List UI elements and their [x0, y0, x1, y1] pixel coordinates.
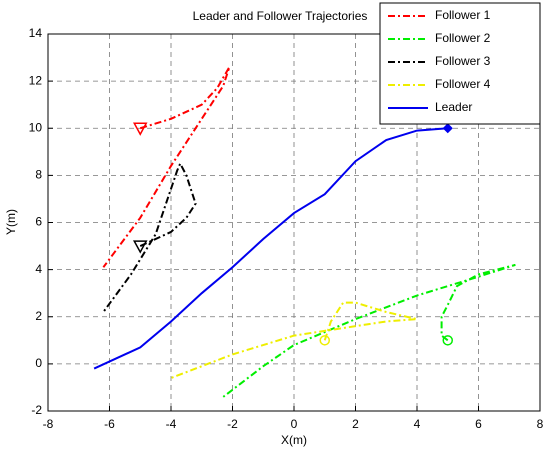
y-tick-label: 12 [29, 73, 43, 87]
series-line [102, 161, 197, 313]
series-line [93, 127, 448, 370]
marker [442, 335, 453, 346]
y-tick-label: 6 [35, 215, 42, 229]
x-tick-label: -2 [227, 417, 238, 431]
x-tick-label: 4 [414, 417, 421, 431]
chart-title: Leader and Follower Trajectories [193, 9, 368, 23]
legend-label: Follower 4 [435, 77, 491, 91]
marker [132, 240, 148, 254]
plot-frame [47, 33, 541, 412]
y-axis-label: Y(m) [4, 209, 18, 235]
marker [132, 122, 148, 136]
y-tick-label: 14 [29, 26, 43, 40]
x-tick-label: 2 [352, 417, 359, 431]
y-tick-label: 10 [29, 120, 43, 134]
y-tick-label: 4 [35, 262, 42, 276]
legend-label: Follower 3 [435, 54, 491, 68]
y-tick-label: 8 [35, 168, 42, 182]
x-tick-label: -4 [166, 417, 177, 431]
x-tick-label: -8 [43, 417, 54, 431]
x-tick-label: 6 [475, 417, 482, 431]
y-tick-label: 0 [35, 356, 42, 370]
y-tick-label: 2 [35, 309, 42, 323]
legend-label: Follower 2 [435, 31, 491, 45]
legend-label: Follower 1 [435, 8, 491, 22]
y-tick-label: -2 [31, 403, 42, 417]
marker [319, 335, 330, 346]
x-tick-label: 0 [291, 417, 298, 431]
x-axis-label: X(m) [281, 433, 307, 447]
legend-box [379, 2, 541, 125]
series-line [102, 66, 231, 268]
x-tick-label: 8 [537, 417, 544, 431]
legend-label: Leader [435, 100, 472, 114]
x-tick-label: -6 [104, 417, 115, 431]
marker [442, 123, 453, 134]
series-line [222, 263, 516, 398]
series-line [170, 301, 418, 379]
